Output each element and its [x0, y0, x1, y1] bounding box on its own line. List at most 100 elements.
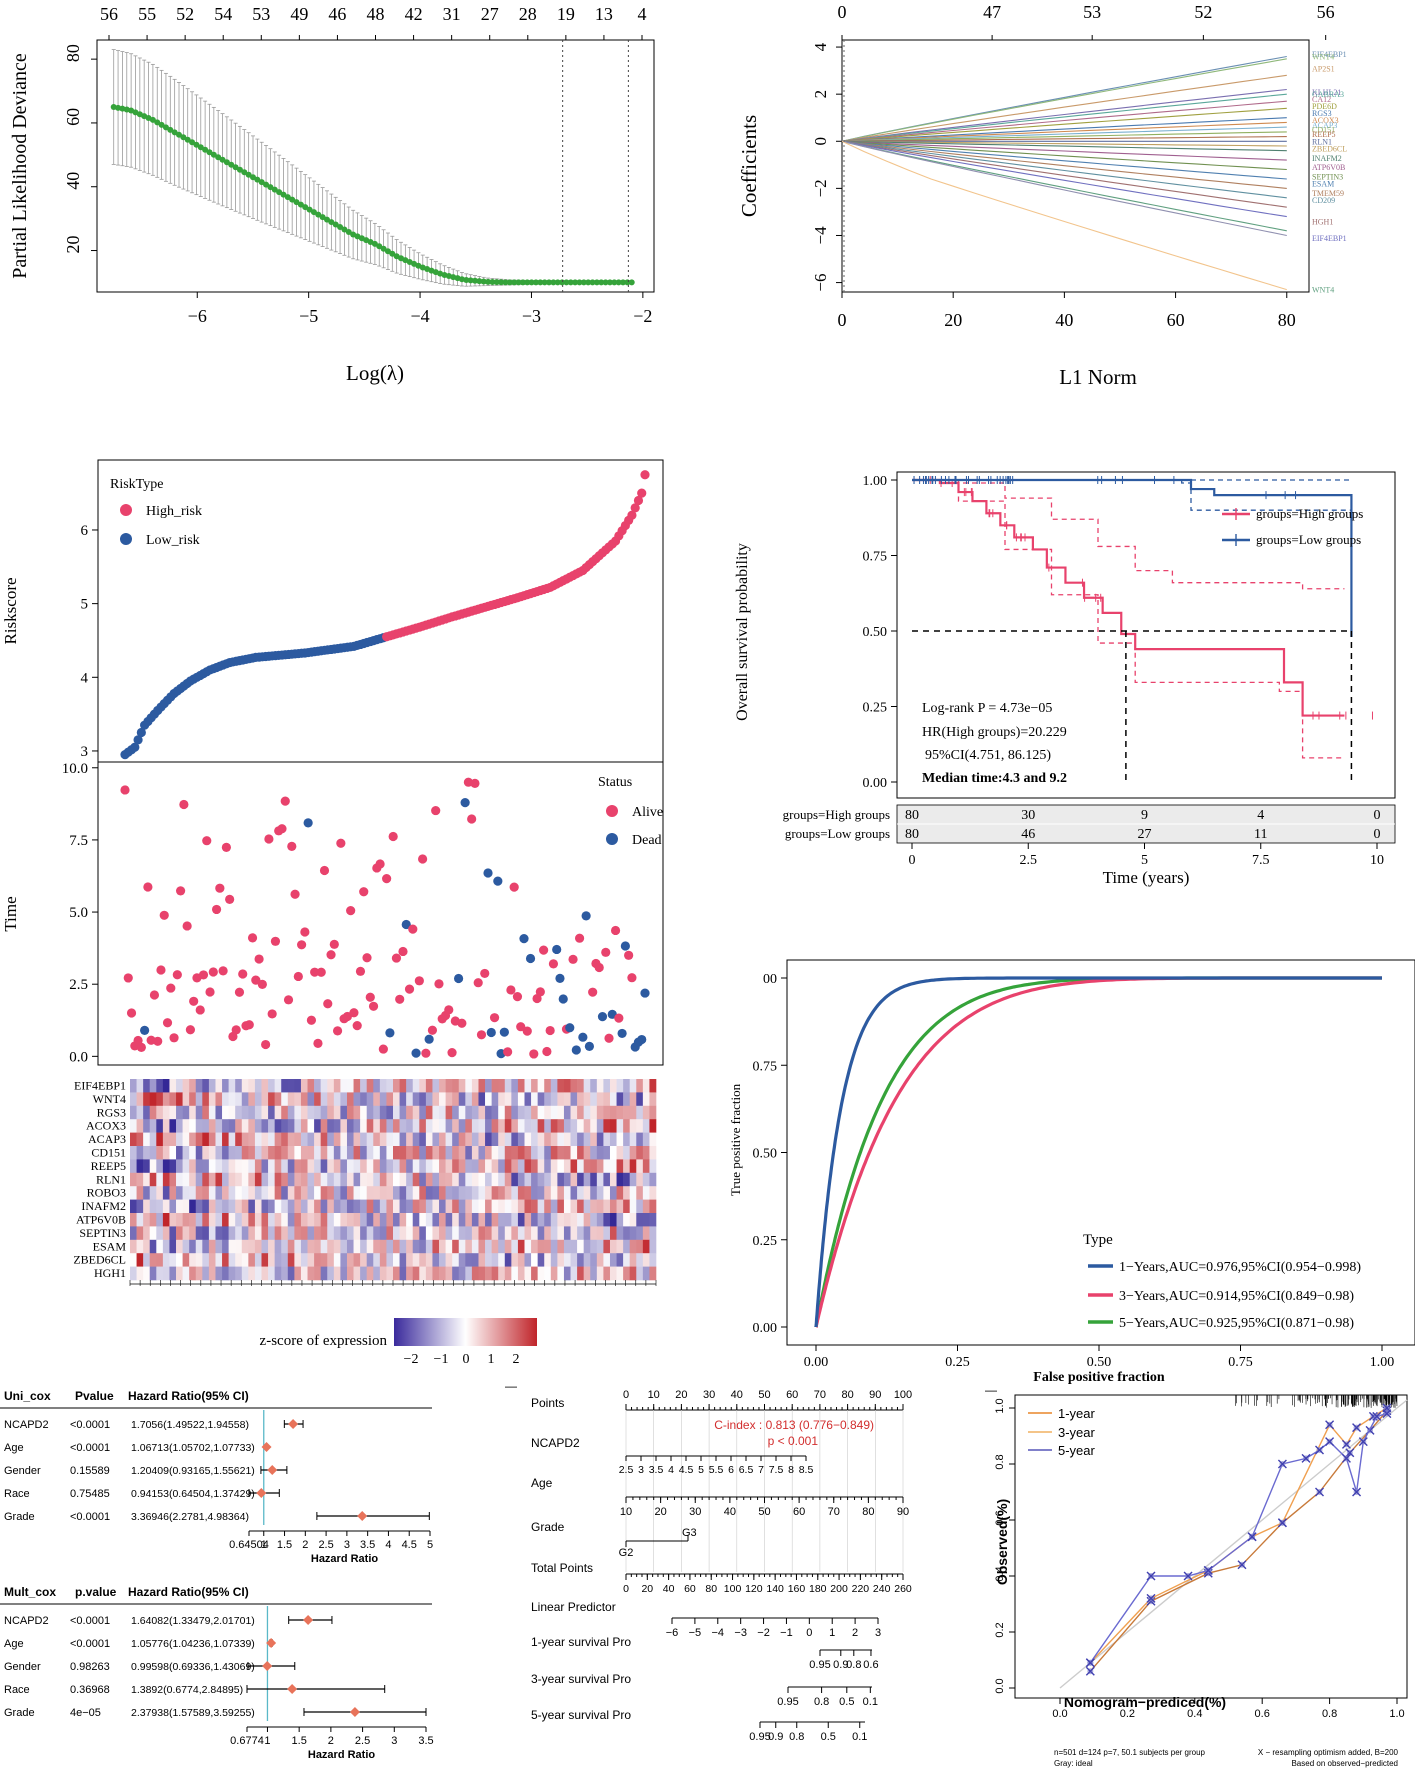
- heatmap-cell: [465, 1132, 473, 1147]
- gene-path-label: ACAP3: [1312, 121, 1337, 130]
- x-tick-label: 2.5: [1020, 853, 1038, 868]
- heatmap-cell: [629, 1266, 637, 1281]
- status-point: [306, 1015, 317, 1025]
- status-point: [375, 859, 385, 869]
- heatmap-cell: [195, 1092, 203, 1107]
- heatmap-cell: [425, 1119, 433, 1133]
- heatmap-cell: [130, 1226, 137, 1241]
- heatmap-cell: [379, 1119, 387, 1133]
- forest-header: Hazard Ratio(95% CI): [128, 1389, 249, 1403]
- heatmap-cell: [274, 1132, 282, 1147]
- heatmap-cell: [281, 1213, 289, 1227]
- forest-point: [357, 1511, 368, 1521]
- heatmap-cell: [629, 1213, 637, 1227]
- status-point: [287, 841, 297, 851]
- heatmap-cell: [629, 1186, 637, 1200]
- heatmap-cell: [485, 1079, 492, 1093]
- lasso-cv-frame: [96, 39, 655, 293]
- heatmap-cell: [537, 1186, 545, 1200]
- heatmap-cell: [215, 1105, 223, 1120]
- heatmap-cell: [189, 1172, 197, 1187]
- heatmap-cell: [176, 1079, 183, 1093]
- heatmap-cell: [412, 1159, 420, 1174]
- heatmap-cell: [327, 1092, 335, 1107]
- heatmap-cell: [261, 1199, 269, 1214]
- calibration-line: [1089, 1407, 1388, 1664]
- heatmap-cell: [268, 1119, 275, 1133]
- heatmap-cell: [583, 1105, 591, 1120]
- heatmap-cell: [333, 1253, 341, 1267]
- forest-pval: <0.0001: [70, 1419, 110, 1431]
- cv-point: [384, 248, 391, 255]
- ncapd2-label: 3: [638, 1464, 644, 1476]
- surv-label: 0.9: [768, 1731, 783, 1743]
- status-point: [257, 979, 267, 989]
- heatmap-cell: [327, 1119, 335, 1133]
- heatmap-cell: [254, 1172, 262, 1187]
- heatmap-cell: [432, 1213, 440, 1227]
- heatmap-cell: [379, 1199, 387, 1214]
- heatmap-cell: [333, 1159, 341, 1174]
- y-tick-label: 6: [81, 523, 89, 539]
- km-ci-upper: [912, 479, 1345, 590]
- heatmap-cell: [320, 1199, 328, 1214]
- heatmap-cell: [156, 1213, 164, 1227]
- heatmap-cell: [307, 1132, 315, 1147]
- heatmap-cell: [517, 1119, 525, 1133]
- heatmap-cell: [432, 1132, 440, 1147]
- heatmap-cell: [235, 1159, 243, 1174]
- heatmap-cell: [373, 1266, 381, 1281]
- y-tick-label: 0.00: [863, 776, 888, 791]
- heatmap-cell: [623, 1239, 631, 1254]
- heatmap-cell: [379, 1253, 387, 1267]
- heatmap-cell: [379, 1172, 387, 1187]
- heatmap-cell: [649, 1226, 657, 1241]
- heatmap-cell: [425, 1146, 433, 1160]
- status-point: [156, 965, 166, 975]
- heatmap-cell: [294, 1119, 302, 1133]
- heatmap-cell: [550, 1239, 558, 1254]
- top-tick-label: 28: [519, 4, 537, 24]
- heatmap-cell: [314, 1159, 321, 1174]
- heatmap-cell: [465, 1253, 473, 1267]
- heatmap-cell: [162, 1226, 170, 1241]
- heatmap-cell: [458, 1146, 466, 1160]
- heatmap-cell: [550, 1079, 558, 1093]
- heatmap-cell: [189, 1199, 197, 1214]
- heatmap-cell: [596, 1199, 604, 1214]
- heatmap-cell: [333, 1226, 341, 1241]
- coef-path: [841, 140, 1287, 171]
- y-tick-label: 0.2: [994, 1622, 1006, 1637]
- heatmap-cells: [130, 1079, 657, 1281]
- surv-label: 0.5: [821, 1731, 836, 1743]
- heatmap-cell: [583, 1132, 591, 1147]
- heatmap-cell: [307, 1239, 315, 1254]
- heatmap-cell: [432, 1226, 440, 1241]
- heatmap-cell: [511, 1186, 519, 1200]
- heatmap-cell: [235, 1105, 243, 1120]
- heatmap-cell: [149, 1105, 157, 1120]
- heatmap-cell: [478, 1253, 486, 1267]
- heatmap-cell: [406, 1079, 414, 1093]
- heatmap-cell: [563, 1186, 571, 1200]
- heatmap-cell: [222, 1239, 229, 1254]
- forest-hr-text: 2.37938(1.57589,3.59255): [131, 1707, 255, 1719]
- heatmap-cell: [300, 1146, 308, 1160]
- lp-label: −1: [780, 1627, 793, 1639]
- heatmap-cell: [590, 1226, 598, 1241]
- heatmap-cell: [557, 1079, 565, 1093]
- cv-point: [476, 278, 483, 285]
- heatmap-cell: [307, 1092, 315, 1107]
- heatmap-cell: [360, 1146, 368, 1160]
- heatmap-gene-label: ACOX3: [86, 1119, 126, 1133]
- heatmap-cell: [261, 1266, 269, 1281]
- heatmap-cell: [261, 1253, 269, 1267]
- nomogram-row-label: 1-year survival Pro: [531, 1635, 631, 1649]
- heatmap-cell: [162, 1105, 170, 1120]
- heatmap-cell: [241, 1146, 249, 1160]
- heatmap-cell: [504, 1119, 512, 1133]
- heatmap-gene-label: ROBO3: [87, 1186, 126, 1200]
- heatmap-cell: [511, 1092, 519, 1107]
- heatmap-cell: [570, 1253, 578, 1267]
- heatmap-cell: [531, 1199, 538, 1214]
